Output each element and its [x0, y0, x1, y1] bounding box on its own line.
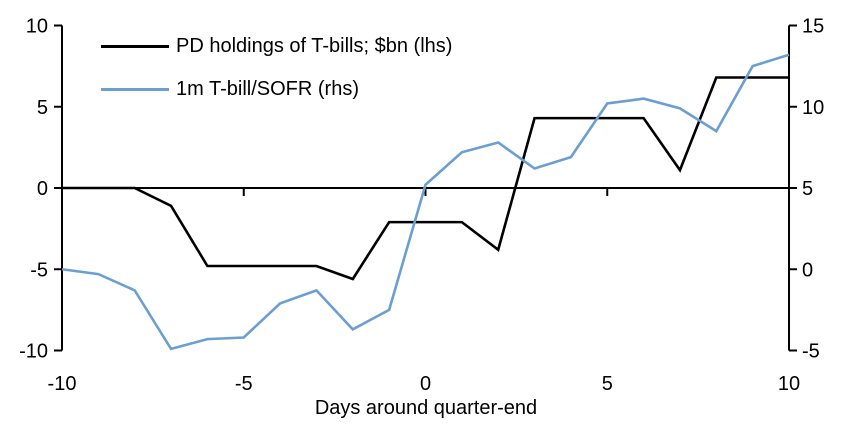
x-axis-tick-label: 0 [420, 373, 431, 395]
right-axis-tick-label: 10 [802, 97, 824, 119]
series-line-1 [61, 53, 790, 351]
legend-label-tbill-sofr: 1m T-bill/SOFR (rhs) [176, 78, 359, 100]
right-axis-tick-label: 0 [802, 259, 813, 281]
x-axis-tick-label: -5 [235, 373, 253, 395]
legend-item-pd-holdings: PD holdings of T-bills; $bn (lhs) [101, 34, 452, 58]
legend-line-swatch-blue [101, 87, 169, 91]
series-line-0 [62, 76, 789, 281]
legend: PD holdings of T-bills; $bn (lhs) 1m T-b… [101, 34, 452, 101]
left-axis-tick-label: 0 [37, 178, 48, 200]
right-axis-tick-label: 15 [802, 16, 824, 38]
right-axis-tick-label: -5 [802, 341, 820, 363]
legend-label-pd-holdings: PD holdings of T-bills; $bn (lhs) [176, 35, 453, 57]
x-axis-tick-label: 5 [602, 373, 613, 395]
x-axis-tick-label: 10 [778, 373, 800, 395]
left-axis-tick-label: 10 [26, 16, 48, 38]
left-axis-tick-label: -5 [30, 259, 48, 281]
legend-line-swatch-black [101, 44, 169, 48]
right-axis-tick-label: 5 [802, 178, 813, 200]
left-axis-tick-label: -10 [19, 341, 48, 363]
legend-item-tbill-sofr: 1m T-bill/SOFR (rhs) [101, 77, 452, 101]
x-axis-title: Days around quarter-end [314, 397, 538, 419]
x-axis-tick-label: -10 [48, 373, 77, 395]
left-axis-tick-label: 5 [37, 97, 48, 119]
